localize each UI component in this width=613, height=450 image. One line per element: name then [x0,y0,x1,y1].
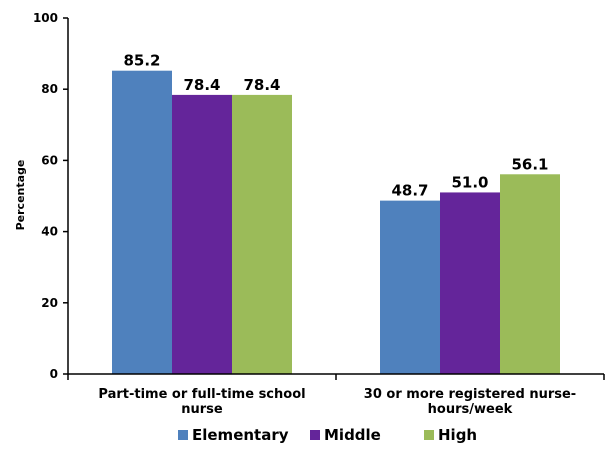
y-axis-label: Percentage [14,160,27,231]
legend-label-elementary: Elementary [192,426,289,444]
data-label: 85.2 [123,52,160,70]
bar-middle [440,192,500,374]
data-label: 56.1 [511,155,548,173]
data-label: 48.7 [391,182,428,200]
bar-high [500,174,560,374]
legend-label-middle: Middle [324,426,381,444]
bar-elementary [112,70,172,375]
category-label: hours/week [428,402,513,417]
data-labels: 85.2 78.4 78.4 48.7 51.0 56.1 [123,52,548,200]
bars [112,70,560,375]
data-label: 78.4 [243,76,280,94]
y-tick-label: 0 [50,367,58,381]
legend-swatch-middle [310,430,320,440]
y-tick-label: 100 [33,11,58,25]
y-tick-label: 40 [41,225,58,239]
y-axis-ticks: 0 20 40 60 80 100 [33,11,605,381]
legend-label-high: High [438,426,477,444]
category-label: Part-time or full-time school [98,387,305,402]
bar-high [232,94,292,375]
category-label: nurse [181,402,223,417]
legend-swatch-elementary [178,430,188,440]
y-tick-label: 80 [41,82,58,96]
category-label: 30 or more registered nurse- [364,387,576,402]
bar-elementary [380,200,440,374]
legend-swatch-high [424,430,434,440]
data-label: 78.4 [183,76,220,94]
data-label: 51.0 [451,173,488,191]
legend: Elementary Middle High [178,426,477,444]
y-tick-label: 20 [41,296,58,310]
bar-middle [172,94,232,375]
y-tick-label: 60 [41,153,58,167]
